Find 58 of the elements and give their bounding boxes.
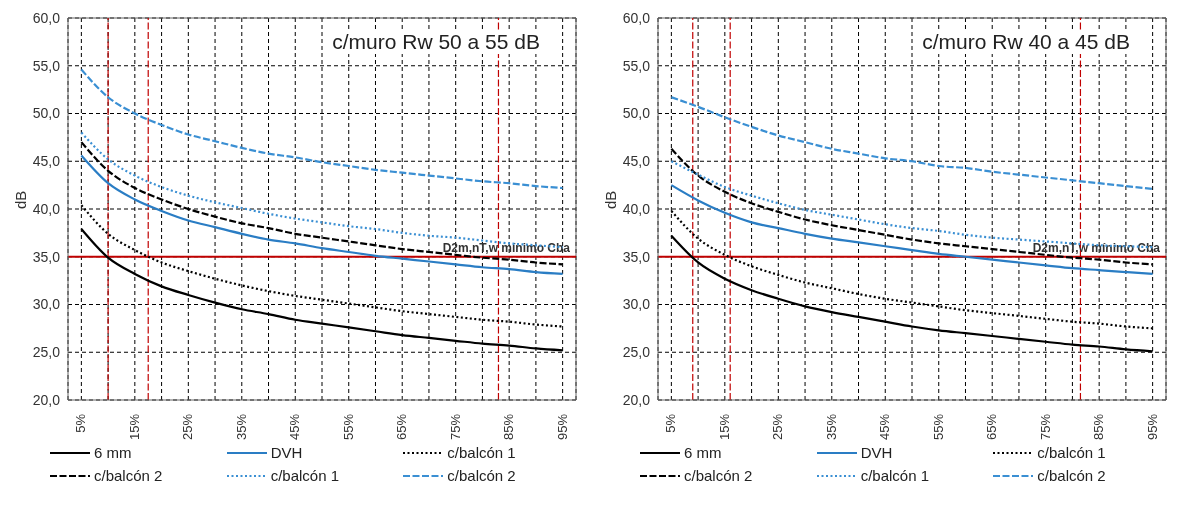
legend-label: c/balcón 1 xyxy=(1037,444,1106,461)
x-tick-label: 45% xyxy=(877,413,893,441)
x-tick-label: 15% xyxy=(716,413,732,441)
legend-label: c/balcón 2 xyxy=(684,467,753,484)
x-tick-label: 55% xyxy=(930,413,946,441)
x-tick-label: 55% xyxy=(340,413,356,441)
y-tick-label: 50,0 xyxy=(32,105,61,122)
x-tick-label: 75% xyxy=(1037,413,1053,441)
y-tick-label: 35,0 xyxy=(622,248,651,265)
legend-label: DVH xyxy=(860,444,893,461)
y-tick-label: 60,0 xyxy=(622,9,651,26)
y-tick-label: 25,0 xyxy=(32,344,61,361)
line-series xyxy=(80,68,564,190)
y-tick-label: 40,0 xyxy=(32,200,61,217)
y-tick-label: 55,0 xyxy=(622,57,651,74)
ref-line-label: D2m,nT,w mínimo Cba xyxy=(1032,240,1161,255)
x-tick-label: 75% xyxy=(447,413,463,441)
line-series xyxy=(670,96,1154,191)
legend-label: 6 mm xyxy=(684,444,722,461)
x-tick-label: 5% xyxy=(663,413,679,433)
y-tick-label: 30,0 xyxy=(622,296,651,313)
y-tick-label: 40,0 xyxy=(622,200,651,217)
legend-label: DVH xyxy=(270,444,303,461)
y-tick-label: 20,0 xyxy=(622,391,651,408)
y-tick-label: 25,0 xyxy=(622,344,651,361)
text: c/muro Rw 50 a 55 dB xyxy=(328,30,544,54)
legend-label: c/balcón 1 xyxy=(270,467,340,484)
x-tick-label: 25% xyxy=(180,413,196,441)
x-tick-label: 5% xyxy=(73,413,89,433)
legend-label: c/balcón 2 xyxy=(94,467,163,484)
y-tick-label: 30,0 xyxy=(32,296,61,313)
x-tick-label: 25% xyxy=(770,413,786,441)
x-tick-label: 95% xyxy=(554,413,570,441)
y-tick-label: 50,0 xyxy=(622,105,651,122)
x-tick-label: 95% xyxy=(1144,413,1160,441)
x-tick-label: 85% xyxy=(501,413,517,441)
legend-label: 6 mm xyxy=(94,444,132,461)
y-tick-label: 60,0 xyxy=(32,9,61,26)
y-tick-label: 45,0 xyxy=(32,153,61,170)
x-tick-label: 45% xyxy=(287,413,303,441)
text: c/muro Rw 40 a 45 dB xyxy=(918,30,1134,54)
x-tick-label: 15% xyxy=(126,413,142,441)
ref-line-label: D2m,nT,w mínimo Cba xyxy=(442,240,571,255)
legend-label: c/balcón 1 xyxy=(447,444,516,461)
y-tick-label: 55,0 xyxy=(32,57,61,74)
y-tick-label: 35,0 xyxy=(32,248,61,265)
x-tick-label: 65% xyxy=(394,413,410,441)
x-tick-label: 65% xyxy=(984,413,1000,441)
legend-label: c/balcón 1 xyxy=(860,467,930,484)
y-tick-label: 20,0 xyxy=(32,391,61,408)
x-tick-label: 35% xyxy=(823,413,839,441)
y-tick-label: 45,0 xyxy=(622,153,651,170)
legend-label: c/balcón 2 xyxy=(447,467,516,484)
x-tick-label: 85% xyxy=(1091,413,1107,441)
y-axis-title: dB xyxy=(12,190,30,209)
y-axis-title: dB xyxy=(602,190,620,209)
legend-label: c/balcón 2 xyxy=(1037,467,1106,484)
x-tick-label: 35% xyxy=(233,413,249,441)
